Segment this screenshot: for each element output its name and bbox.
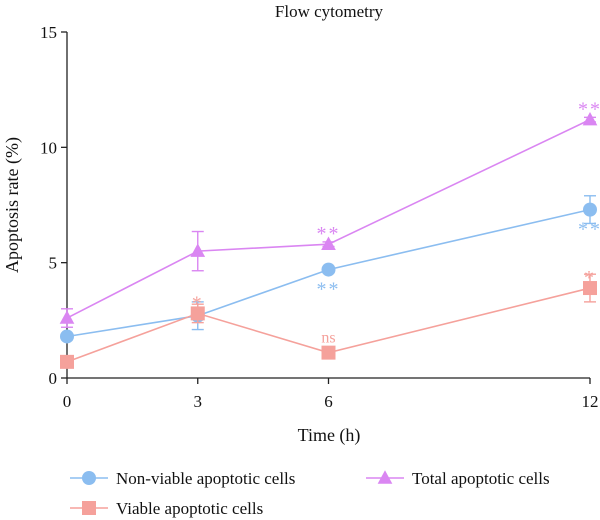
significance-label: * [192,292,204,314]
legend-item: Viable apoptotic cells [70,499,263,518]
significance-label: ** [578,219,600,241]
x-axis-label: Time (h) [298,425,361,446]
marker-square [190,306,205,321]
marker-circle [583,202,597,217]
series-line [66,118,591,319]
marker-triangle [377,470,393,484]
marker-square [321,345,336,360]
legend-label: Non-viable apoptotic cells [116,469,295,488]
chart-title: Flow cytometry [275,2,384,21]
series-triangle: **** [59,99,600,328]
x-tick-label: 0 [63,392,72,411]
y-tick-label: 5 [49,254,58,273]
y-tick-label: 10 [40,138,57,157]
legend: Non-viable apoptotic cells Total apoptoti… [70,469,550,518]
series-square: * ns * [60,267,597,369]
marker-triangle [59,310,75,324]
marker-square [583,281,597,296]
marker-square [82,501,96,515]
x-tick-label: 6 [324,392,333,411]
legend-item: Total apoptotic cells [366,469,550,488]
series-line [66,287,591,363]
legend-label: Viable apoptotic cells [116,499,263,518]
x-tick-label: 3 [194,392,203,411]
significance-label: ** [317,223,341,245]
legend-item: Non-viable apoptotic cells [70,469,295,488]
x-tick-label: 12 [582,392,599,411]
series-line [66,208,591,338]
y-axis-label: Apoptosis rate (%) [2,137,23,273]
significance-label: ns [321,330,335,347]
series-layer: *****ns***** [59,99,600,369]
series-circle: **** [60,195,600,344]
y-tick-label: 0 [49,369,58,388]
axes: 0 5 10 15 0 3 6 12 [40,23,599,411]
marker-square [60,354,74,369]
marker-circle [82,471,96,485]
significance-label: ** [578,99,600,121]
legend-label: Total apoptotic cells [412,469,550,488]
significance-label: ** [317,279,341,301]
marker-triangle [582,111,598,126]
marker-triangle [321,236,336,250]
significance-label: * [584,267,596,289]
marker-circle [321,262,336,277]
y-tick-label: 15 [40,23,57,42]
marker-triangle [190,243,206,257]
marker-circle [60,329,74,344]
